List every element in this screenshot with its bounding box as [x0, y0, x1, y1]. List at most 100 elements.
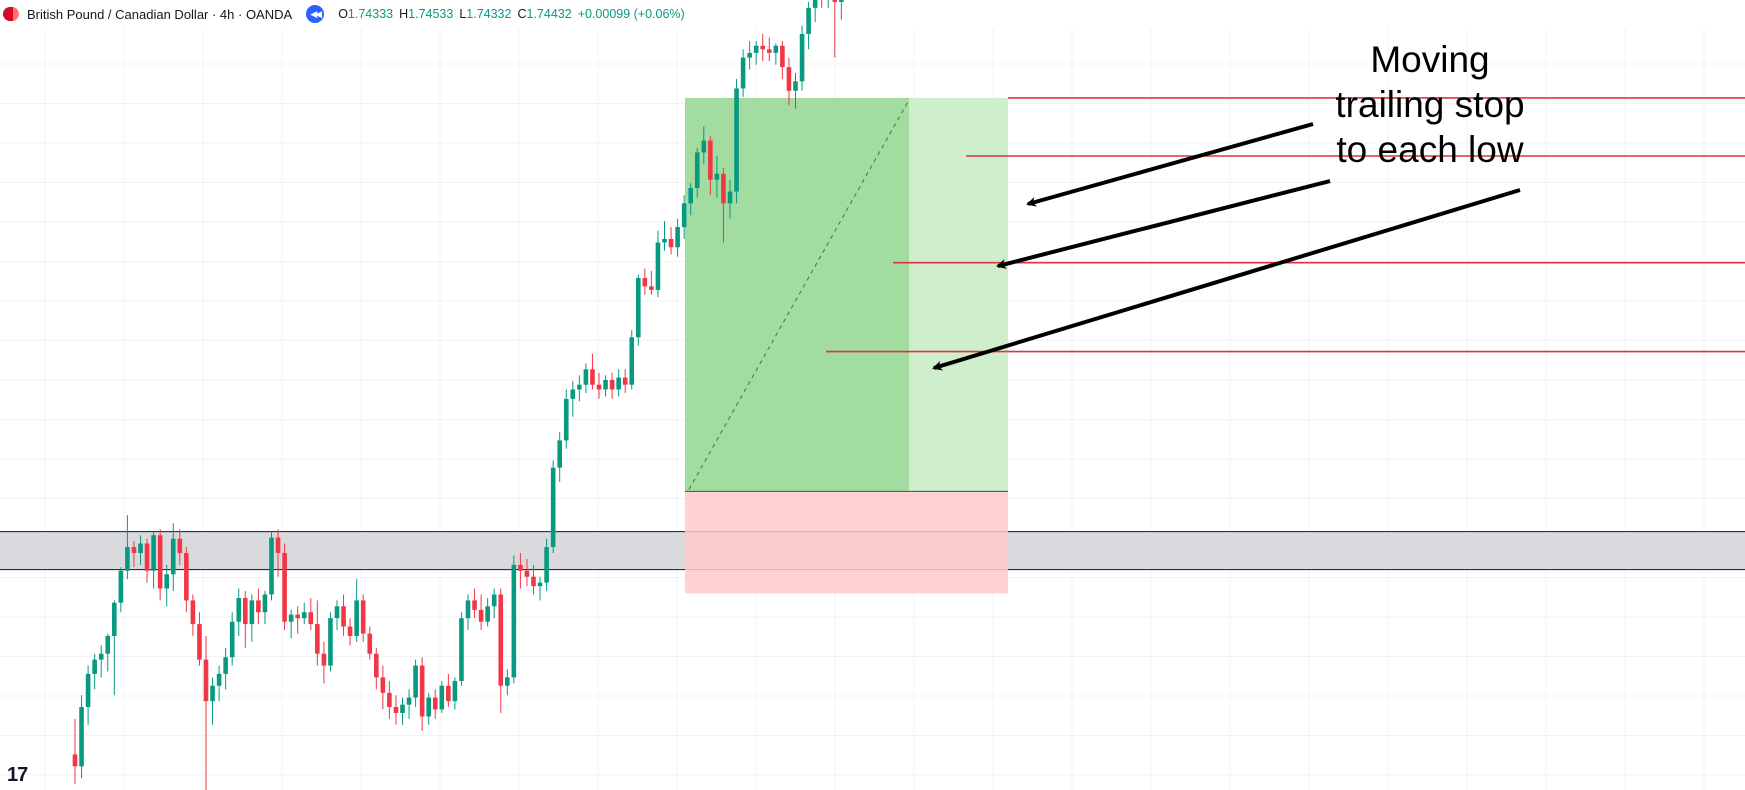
- candle-body: [557, 440, 562, 468]
- candle-body: [413, 665, 418, 698]
- candle-body: [387, 692, 392, 708]
- candle-body: [636, 278, 641, 338]
- gbpcad-flag-icon: [3, 5, 21, 23]
- candle-body: [544, 547, 549, 583]
- candle-body: [688, 187, 693, 204]
- candle-body: [498, 594, 504, 686]
- candle-body: [839, 0, 844, 2]
- candle-body: [321, 653, 327, 666]
- candle-body: [721, 173, 726, 204]
- open-label: O: [338, 7, 348, 21]
- candle-body: [256, 600, 261, 613]
- candle-body: [596, 384, 602, 390]
- candle-body: [491, 594, 497, 607]
- candle-body: [295, 614, 300, 619]
- candle-body: [367, 633, 373, 654]
- candle-body: [747, 52, 752, 58]
- candle-body: [760, 45, 766, 50]
- close-label: C: [517, 7, 527, 21]
- candle-body: [72, 754, 78, 767]
- candle-body: [164, 574, 169, 589]
- candle-body: [315, 624, 320, 654]
- candle-body: [793, 81, 798, 91]
- candle-body: [374, 653, 379, 678]
- candle-body: [138, 543, 143, 553]
- candle-body: [341, 606, 346, 627]
- candle-body: [328, 618, 333, 666]
- replay-rewind-icon[interactable]: ◀◀: [306, 5, 325, 23]
- candle-body: [727, 191, 733, 204]
- candle-body: [537, 582, 543, 587]
- candle-body: [799, 33, 805, 82]
- low-value: 1.74332: [466, 7, 512, 21]
- annotation-arrow: [996, 179, 1331, 269]
- candle-body: [131, 547, 137, 553]
- candle-body: [465, 600, 471, 619]
- candle-body: [229, 621, 235, 658]
- candle-body: [380, 677, 386, 693]
- candle-body: [190, 600, 196, 625]
- annotation-line: to each low: [1336, 129, 1524, 170]
- candle-body: [236, 598, 242, 622]
- candle-body: [177, 538, 183, 553]
- candle-body: [662, 238, 667, 243]
- candle-body: [452, 680, 458, 702]
- candle-body: [734, 88, 739, 192]
- candle-body: [609, 379, 615, 390]
- high-label: H: [399, 7, 409, 21]
- trailing-stop-lines: [826, 97, 1745, 353]
- candle-body: [170, 538, 176, 575]
- low-label: L: [459, 7, 467, 21]
- candle-body: [603, 379, 608, 390]
- candle-body: [642, 278, 648, 287]
- annotation-line: Moving: [1370, 39, 1490, 80]
- candle-body: [655, 242, 661, 290]
- candle-body: [282, 552, 287, 622]
- open-value: 1.74333: [347, 7, 394, 21]
- candle-body: [151, 535, 156, 571]
- candle-body: [79, 707, 84, 767]
- candle-body: [144, 543, 150, 571]
- candle-body: [262, 594, 268, 613]
- candle-body: [570, 389, 576, 399]
- candle-body: [681, 203, 687, 228]
- symbol-title[interactable]: British Pound / Canadian Dollar · 4h · O…: [27, 6, 293, 22]
- candle-body: [622, 377, 628, 385]
- candle-body: [505, 677, 510, 686]
- candle-body: [334, 606, 340, 619]
- candle-body: [511, 564, 517, 678]
- candle-body: [288, 614, 294, 622]
- candle-body: [105, 635, 111, 654]
- candle-body: [432, 697, 438, 710]
- annotation-arrow: [932, 188, 1521, 371]
- change-value: +0.00099 (+0.06%): [577, 7, 685, 21]
- candle-body: [812, 0, 818, 8]
- candle-body: [616, 377, 621, 390]
- candle-body: [400, 704, 405, 713]
- candle-body: [485, 606, 490, 622]
- candle-body: [406, 697, 412, 705]
- candle-body: [524, 570, 530, 577]
- candle-body: [419, 665, 425, 717]
- candle-body: [249, 600, 255, 625]
- candle-body: [308, 612, 314, 625]
- candle-body: [786, 67, 792, 91]
- tradingview-logo[interactable]: 17: [7, 764, 28, 786]
- candle-body: [210, 685, 215, 702]
- annotation-text: Moving trailing stop to each low: [1290, 37, 1570, 172]
- candle-body: [98, 653, 104, 660]
- candle-body: [780, 45, 785, 68]
- close-value: 1.74432: [526, 7, 572, 21]
- high-value: 1.74533: [408, 7, 454, 21]
- candle-body: [806, 7, 811, 34]
- candle-body: [243, 598, 248, 625]
- candle-body: [184, 552, 189, 601]
- candle-body: [360, 600, 366, 634]
- candlestick-series: [72, 0, 844, 790]
- candle-body: [563, 398, 569, 441]
- candle-body: [531, 576, 536, 587]
- candle-body: [347, 626, 353, 636]
- candle-body: [118, 570, 124, 603]
- candle-body: [92, 659, 97, 674]
